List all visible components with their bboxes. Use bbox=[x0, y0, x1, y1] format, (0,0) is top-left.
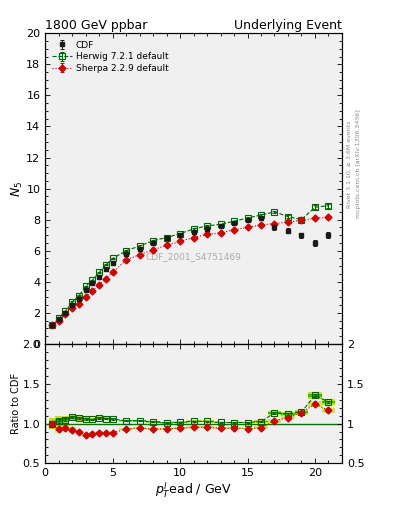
Text: CDF_2001_S4751469: CDF_2001_S4751469 bbox=[146, 252, 241, 262]
X-axis label: $p_T^l\mathrm{ead}$ / GeV: $p_T^l\mathrm{ead}$ / GeV bbox=[155, 481, 232, 500]
Text: mcplots.cern.ch [arXiv:1306.3436]: mcplots.cern.ch [arXiv:1306.3436] bbox=[356, 110, 361, 218]
Text: 1800 GeV ppbar: 1800 GeV ppbar bbox=[45, 19, 147, 32]
Text: Underlying Event: Underlying Event bbox=[234, 19, 342, 32]
Legend: CDF, Herwig 7.2.1 default, Sherpa 2.2.9 default: CDF, Herwig 7.2.1 default, Sherpa 2.2.9 … bbox=[50, 38, 171, 76]
Y-axis label: $N_5$: $N_5$ bbox=[10, 181, 25, 197]
Text: Rivet 3.1.10, ≥ 3.6M events: Rivet 3.1.10, ≥ 3.6M events bbox=[347, 120, 352, 207]
Y-axis label: Ratio to CDF: Ratio to CDF bbox=[11, 373, 21, 434]
